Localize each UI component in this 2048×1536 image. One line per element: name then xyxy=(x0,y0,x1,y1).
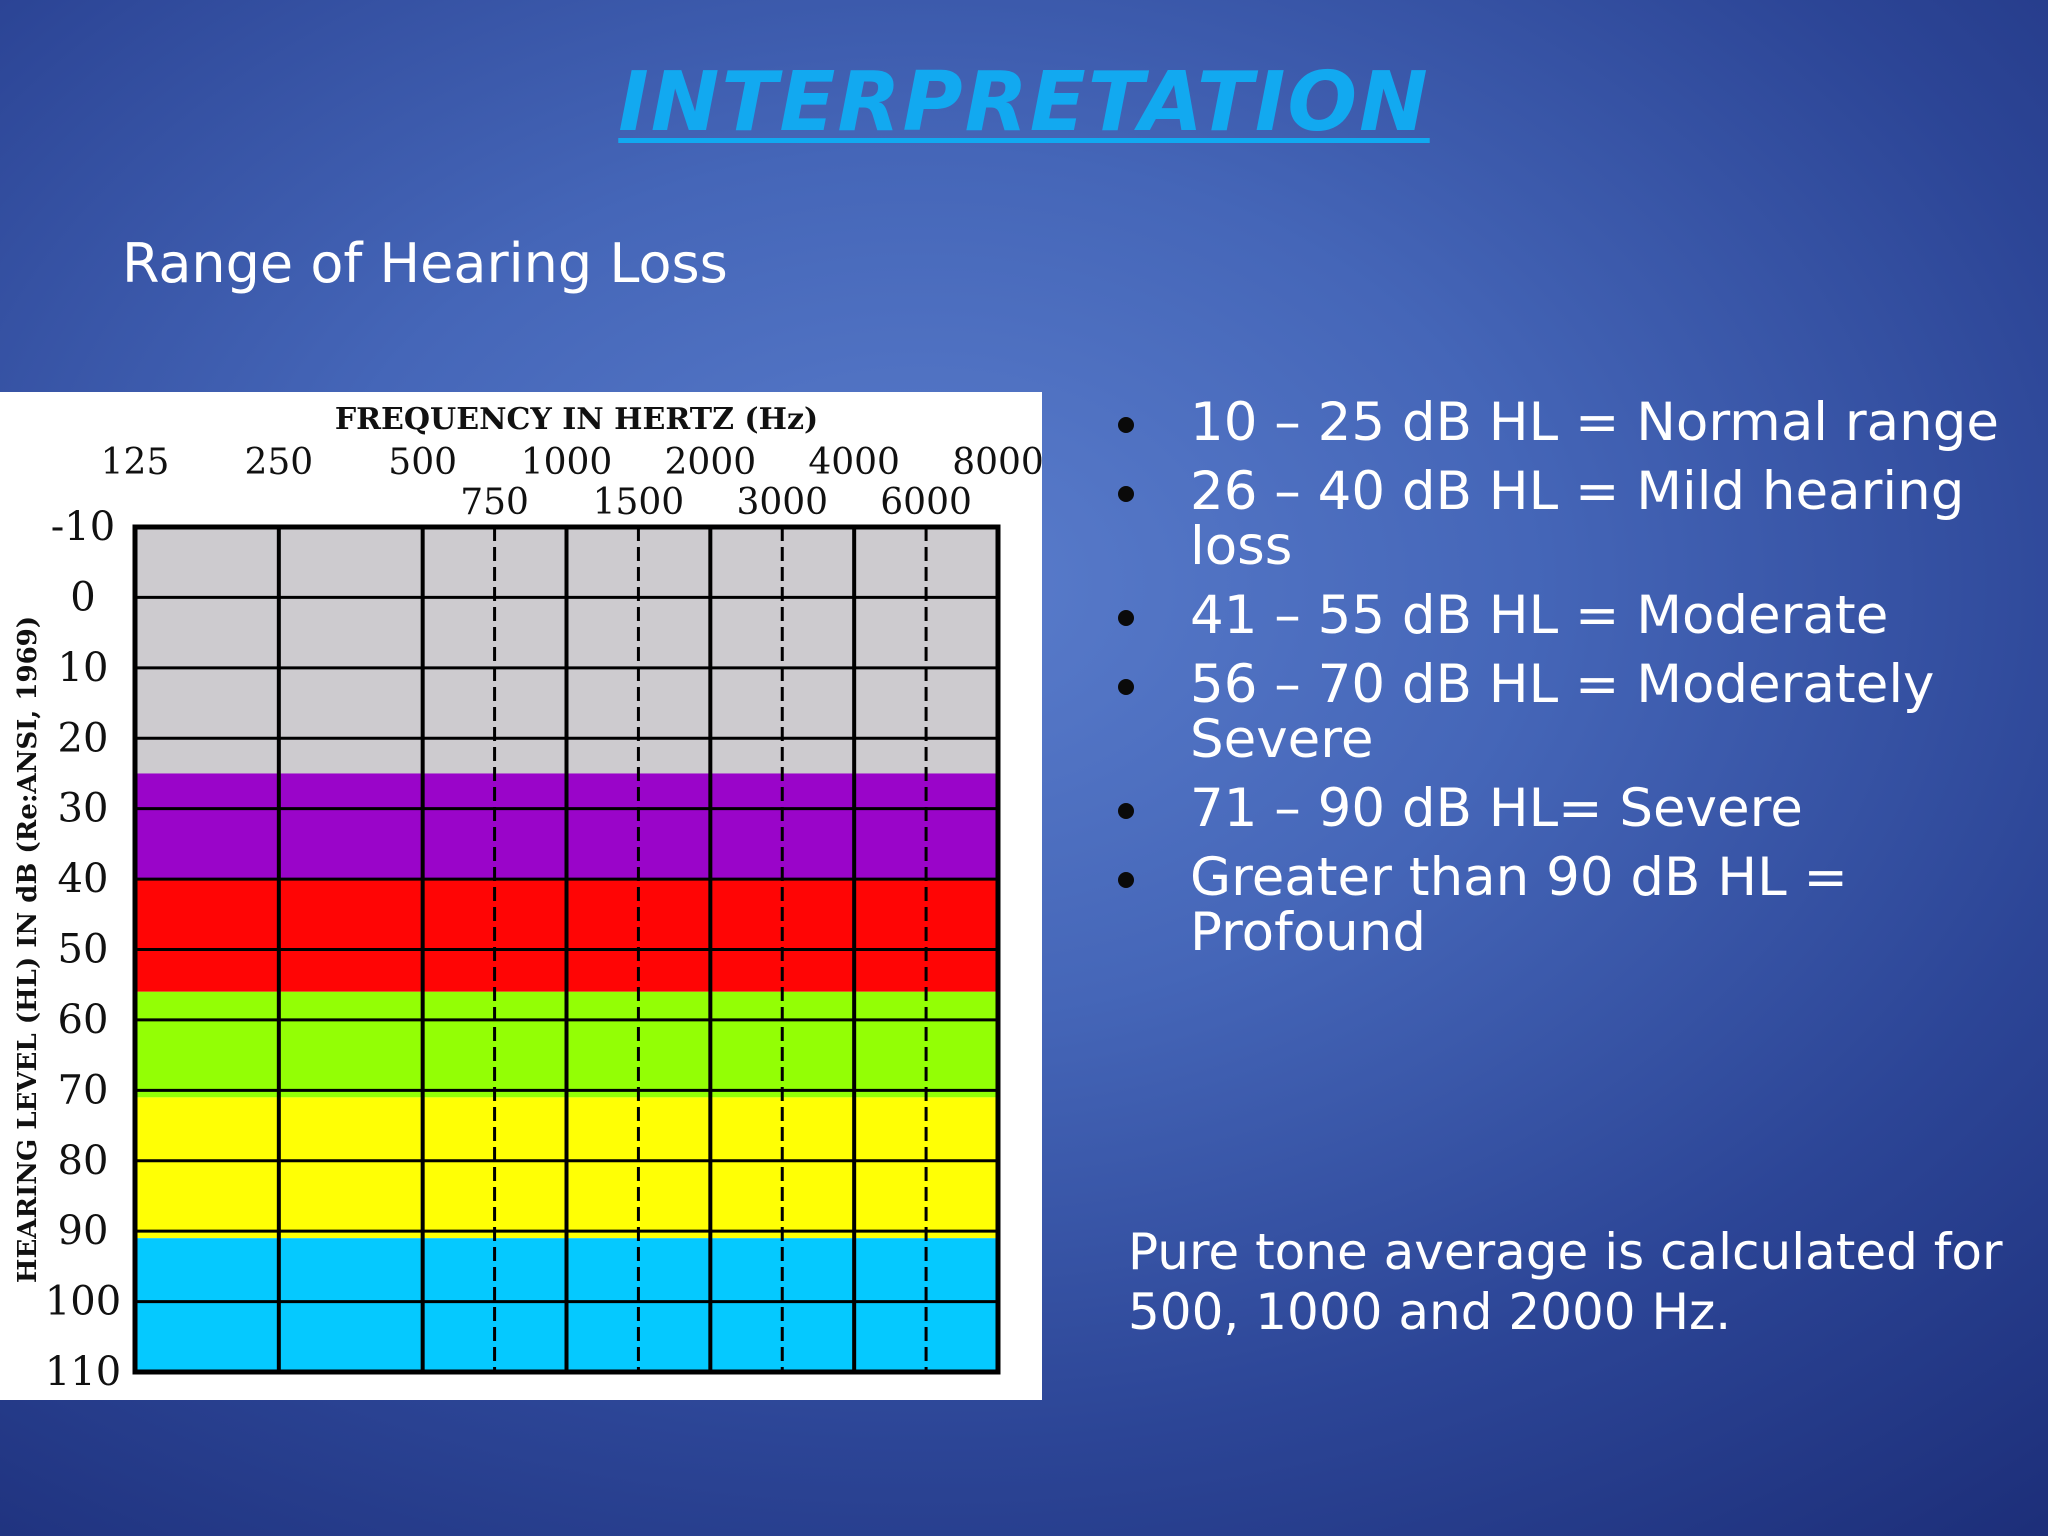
tick-label-frequency: 2000 xyxy=(665,442,757,483)
bullet-dot xyxy=(1118,486,1134,502)
hearing-loss-ranges-list: 10 – 25 dB HL = Normal range 26 – 40 dB … xyxy=(1112,395,2012,974)
slide-subtitle: Range of Hearing Loss xyxy=(122,232,728,295)
bullet-dot xyxy=(1118,417,1134,433)
chart-title: FREQUENCY IN HERTZ (Hz) xyxy=(335,402,818,437)
audiogram-chart: FREQUENCY IN HERTZ (Hz) 125 250 500 1000 2000… xyxy=(0,392,1042,1400)
tick-label-level: 100 xyxy=(45,1279,121,1325)
tick-label-frequency: 1000 xyxy=(521,442,613,483)
tick-label-level: 80 xyxy=(58,1138,109,1184)
tick-label-level: 40 xyxy=(58,856,109,902)
tick-label-level: -10 xyxy=(51,504,115,550)
tick-label-level: 30 xyxy=(58,786,109,832)
bullet-dot xyxy=(1118,803,1134,819)
tick-label-level: 70 xyxy=(58,1067,109,1113)
tick-label-frequency: 4000 xyxy=(808,442,900,483)
tick-label-frequency: 3000 xyxy=(736,482,828,523)
range-moderately-severe-text: 56 – 70 dB HL = Moderately Severe xyxy=(1190,654,1935,770)
range-moderately-severe: 56 – 70 dB HL = Moderately Severe xyxy=(1112,657,2012,767)
slide-title: INTERPRETATION xyxy=(618,55,1430,150)
range-normal: 10 – 25 dB HL = Normal range xyxy=(1112,395,2012,450)
range-severe-text: 71 – 90 dB HL= Severe xyxy=(1190,778,1803,839)
range-severe: 71 – 90 dB HL= Severe xyxy=(1112,781,2012,836)
tick-label-level: 20 xyxy=(58,715,109,761)
tick-label-level: 0 xyxy=(70,574,95,620)
tick-label-frequency: 6000 xyxy=(880,482,972,523)
range-profound-text: Greater than 90 dB HL = Profound xyxy=(1190,847,1848,963)
range-profound: Greater than 90 dB HL = Profound xyxy=(1112,850,2012,960)
tick-label-level: 50 xyxy=(58,927,109,973)
tick-label-level: 10 xyxy=(58,645,109,691)
tick-label-frequency: 500 xyxy=(388,442,457,483)
audiogram-svg: FREQUENCY IN HERTZ (Hz)125 250 500 1000 2000… xyxy=(13,402,1042,1395)
range-normal-text: 10 – 25 dB HL = Normal range xyxy=(1190,392,1999,453)
plot-frame xyxy=(132,524,1001,1375)
bullet-dot xyxy=(1118,679,1134,695)
tick-label-level: 110 xyxy=(45,1349,121,1395)
tick-label-frequency: 1500 xyxy=(593,482,685,523)
range-moderate: 41 – 55 dB HL = Moderate xyxy=(1112,588,2012,643)
tick-label-frequency: 750 xyxy=(460,482,529,523)
bullet-dot xyxy=(1118,872,1134,888)
tick-label-frequency: 8000 xyxy=(952,442,1042,483)
pure-tone-average-note: Pure tone average is calculated for 500,… xyxy=(1128,1223,2003,1341)
range-mild: 26 – 40 dB HL = Mild hearing loss xyxy=(1112,464,2012,574)
tick-label-frequency: 125 xyxy=(101,442,170,483)
y-axis-label: HEARING LEVEL (HL) IN dB (Re:ANSI, 1969) xyxy=(13,616,43,1283)
tick-label-frequency: 250 xyxy=(244,442,313,483)
range-mild-text: 26 – 40 dB HL = Mild hearing loss xyxy=(1190,461,1965,577)
tick-label-level: 90 xyxy=(58,1208,109,1254)
bullet-dot xyxy=(1118,610,1134,626)
range-moderate-text: 41 – 55 dB HL = Moderate xyxy=(1190,585,1889,646)
tick-label-level: 60 xyxy=(58,997,109,1043)
